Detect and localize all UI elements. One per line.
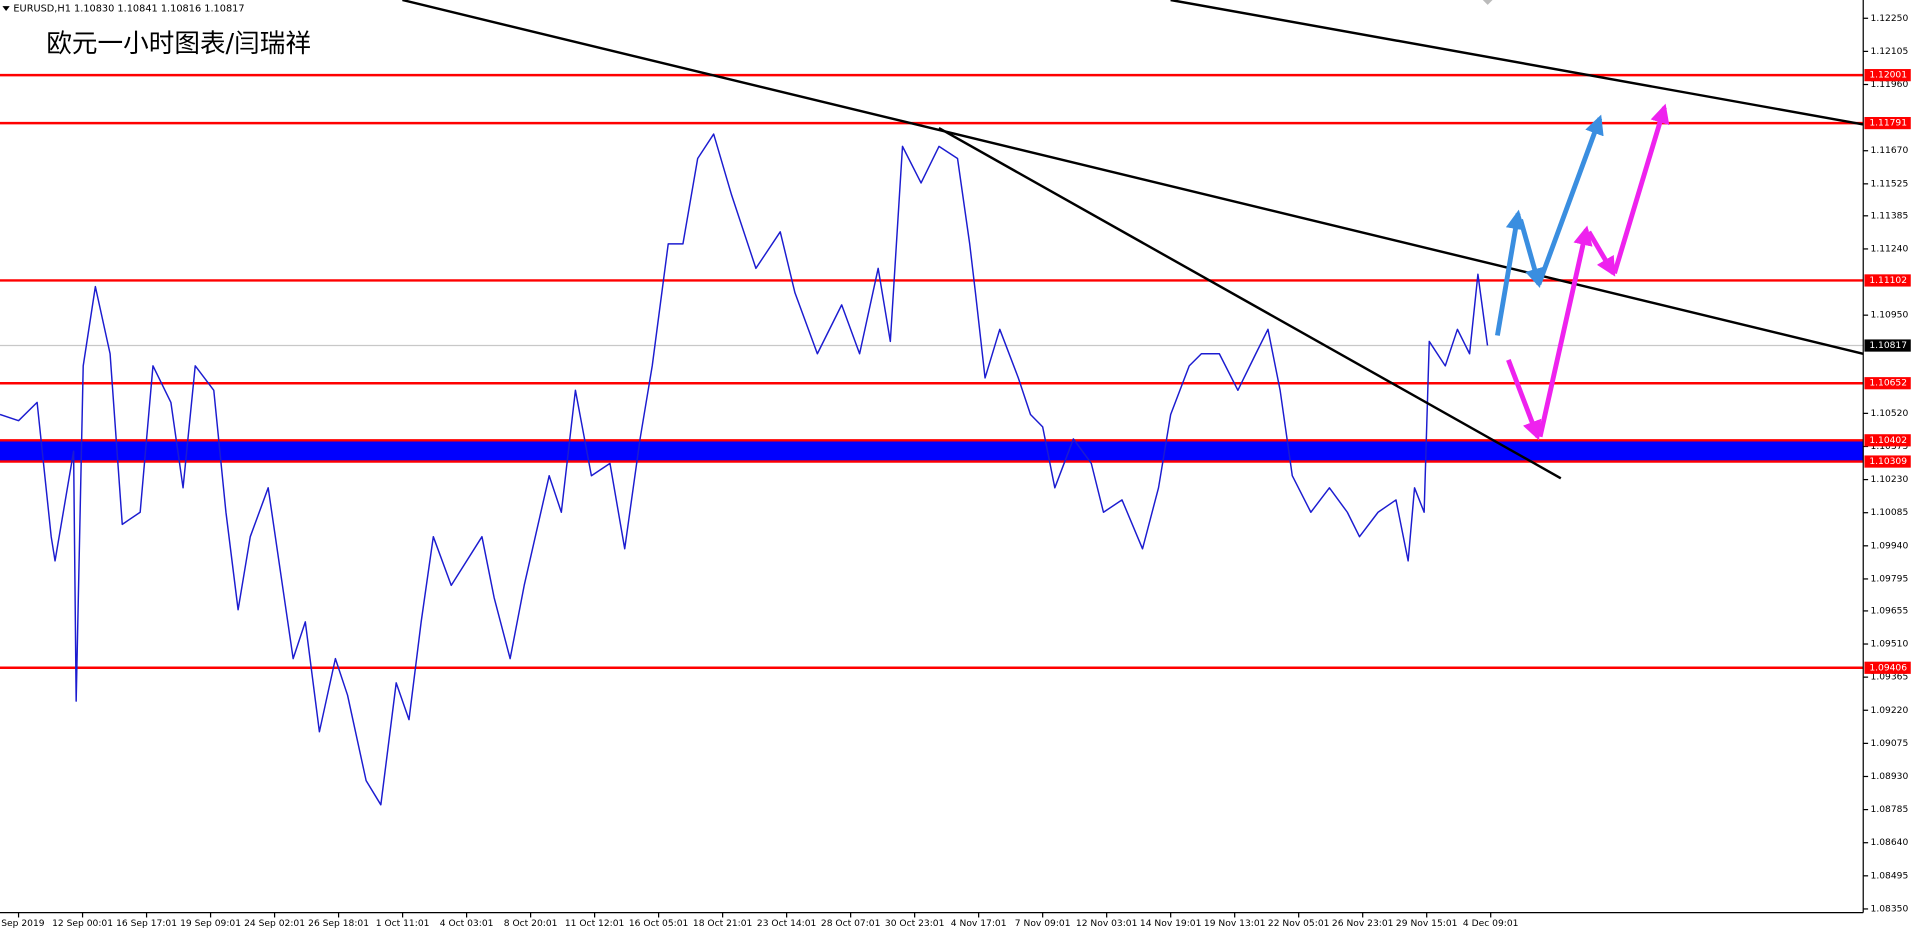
last-price-tag xyxy=(1864,339,1911,352)
level-label: 1.10402 xyxy=(1869,436,1907,446)
y-tick-label: 1.09075 xyxy=(1871,739,1909,749)
x-tick-label: 23 Oct 14:01 xyxy=(757,919,816,929)
y-tick-label: 1.11385 xyxy=(1871,211,1909,221)
x-tick-label: 16 Oct 05:01 xyxy=(629,919,688,929)
y-tick-label: 1.10375 xyxy=(1871,442,1909,452)
y-tick-label: 1.10950 xyxy=(1871,311,1909,321)
support-band xyxy=(0,440,1864,462)
magenta-arrow xyxy=(1537,225,1593,438)
level-label: 1.09406 xyxy=(1869,663,1907,673)
y-tick-label: 1.10085 xyxy=(1871,508,1909,518)
level-tag xyxy=(1864,661,1911,674)
level-tag xyxy=(1864,116,1911,130)
x-tick-label: 18 Oct 21:01 xyxy=(693,919,752,929)
y-tick-label: 1.09795 xyxy=(1871,574,1909,584)
y-tick-label: 1.09510 xyxy=(1871,640,1909,650)
y-tick-label: 1.11670 xyxy=(1871,146,1909,156)
arrows xyxy=(1495,103,1670,441)
y-tick-label: 1.08350 xyxy=(1871,904,1909,914)
band-layer xyxy=(0,440,1864,462)
y-tick-label: 1.12250 xyxy=(1871,14,1909,24)
x-tick-label: 4 Nov 17:01 xyxy=(951,919,1007,929)
x-tick-label: 24 Sep 02:01 xyxy=(244,919,305,929)
level-layer xyxy=(0,73,1864,669)
x-tick-label: 26 Sep 18:01 xyxy=(308,919,369,929)
x-tick-label: 4 Oct 03:01 xyxy=(440,919,494,929)
level-tag xyxy=(1864,69,1911,82)
y-tick-label: 1.12105 xyxy=(1871,47,1909,57)
level-tag xyxy=(1864,434,1911,447)
level-tag xyxy=(1864,455,1911,468)
level-label: 1.11791 xyxy=(1869,119,1907,129)
x-tick-label: 8 Oct 20:01 xyxy=(504,919,558,929)
axis-layer: 1.12250 1.12105 1.11960 1.11670 1.11525 1.113… xyxy=(0,14,1911,929)
y-tick-label: 1.08495 xyxy=(1871,871,1909,881)
x-tick-label: 14 Nov 19:01 xyxy=(1140,919,1202,929)
trendlines xyxy=(402,0,1864,480)
y-tick-label: 1.09655 xyxy=(1871,606,1909,616)
blue-arrow xyxy=(1536,114,1604,286)
object-marker xyxy=(1482,0,1493,5)
symbol-info: EURUSD,H1 1.10830 1.10841 1.10816 1.1081… xyxy=(13,4,244,15)
trendline xyxy=(938,127,1562,480)
x-tick-label: 16 Sep 17:01 xyxy=(116,919,177,929)
y-tick-label: 1.11960 xyxy=(1871,80,1909,90)
level-label: 1.11102 xyxy=(1869,276,1907,286)
x-tick-label: 12 Nov 03:01 xyxy=(1076,919,1138,929)
x-tick-label: 1 Oct 11:01 xyxy=(376,919,430,929)
price-line xyxy=(0,133,1489,806)
x-tick-label: 7 Nov 09:01 xyxy=(1015,919,1071,929)
y-tick-label: 1.11240 xyxy=(1871,244,1909,254)
x-tick-label: 30 Oct 23:01 xyxy=(885,919,944,929)
x-tick-label: 4 Dec 09:01 xyxy=(1463,919,1519,929)
y-tick-label: 1.11525 xyxy=(1871,179,1909,189)
menu-arrow[interactable] xyxy=(2,6,10,11)
x-tick-label: 29 Nov 15:01 xyxy=(1396,919,1458,929)
y-tick-label: 1.08785 xyxy=(1871,805,1909,815)
trendline xyxy=(402,0,1864,356)
y-tick-label: 1.10520 xyxy=(1871,409,1909,419)
last-price-label: 1.10817 xyxy=(1869,341,1907,351)
chart-title: 欧元一小时图表/闫瑞祥 xyxy=(46,29,311,59)
x-tick-label: 19 Sep 09:01 xyxy=(180,919,241,929)
magenta-arrow xyxy=(1506,359,1542,441)
level-tag xyxy=(1864,377,1911,390)
level-label: 1.10652 xyxy=(1869,379,1907,389)
x-tick-label: 26 Nov 23:01 xyxy=(1332,919,1394,929)
y-tick-label: 1.09940 xyxy=(1871,541,1909,551)
trendline xyxy=(1170,0,1864,126)
x-tick-label: 28 Oct 07:01 xyxy=(821,919,880,929)
magenta-arrow xyxy=(1586,230,1616,277)
magenta-arrow xyxy=(1612,103,1670,274)
blue-arrow xyxy=(1495,209,1526,336)
y-tick-label: 1.09365 xyxy=(1871,673,1909,683)
y-tick-label: 1.09220 xyxy=(1871,706,1909,716)
y-tick-label: 1.08640 xyxy=(1871,838,1909,848)
x-tick-label: 19 Nov 13:01 xyxy=(1204,919,1266,929)
x-tick-label: 22 Nov 05:01 xyxy=(1268,919,1330,929)
y-tick-label: 1.08930 xyxy=(1871,772,1909,782)
level-tag xyxy=(1864,274,1911,287)
x-tick-label: 11 Oct 12:01 xyxy=(565,919,624,929)
blue-arrow xyxy=(1518,218,1545,289)
level-label: 1.10309 xyxy=(1869,457,1907,467)
price-layer xyxy=(0,133,1489,806)
x-tick-label: 9 Sep 2019 xyxy=(0,919,45,929)
y-tick-label: 1.10230 xyxy=(1871,475,1909,485)
x-tick-label: 12 Sep 00:01 xyxy=(52,919,113,929)
level-label: 1.12001 xyxy=(1869,71,1907,81)
